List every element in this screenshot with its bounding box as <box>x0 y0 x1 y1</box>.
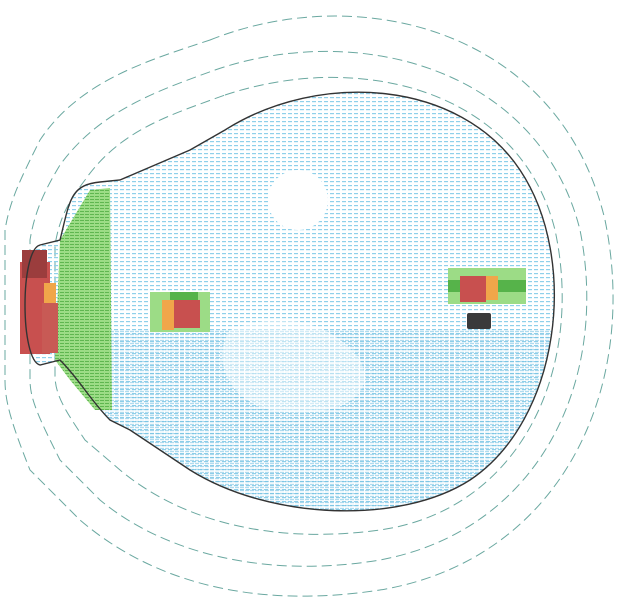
mesh-void <box>268 170 328 230</box>
center-hotspot <box>150 292 210 332</box>
left-red-band <box>42 303 58 353</box>
center-orange-cell <box>162 300 174 330</box>
right-orange-cell <box>486 276 498 300</box>
right-red-cell <box>460 276 486 302</box>
left-maroon-block <box>22 250 47 278</box>
left-green-fan <box>55 188 112 410</box>
right-dark-block <box>467 313 491 329</box>
left-orange-block <box>44 283 56 303</box>
center-red-cell <box>174 300 200 328</box>
